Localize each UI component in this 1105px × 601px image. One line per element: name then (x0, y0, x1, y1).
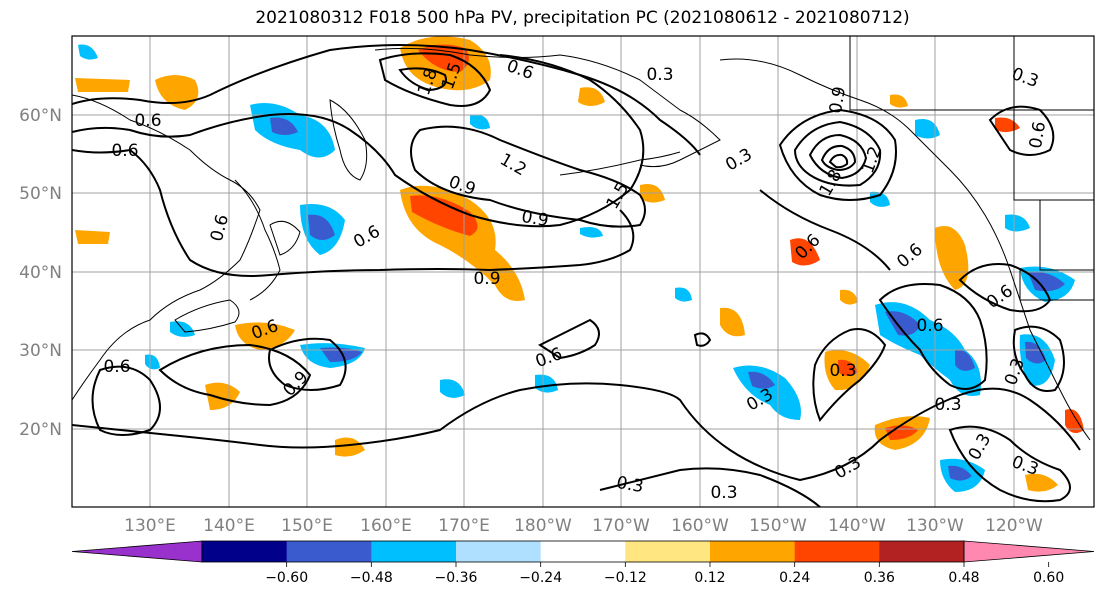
precip-positive-area (720, 307, 745, 337)
precip-positive-area (75, 230, 110, 244)
contour-label: 0.9 (520, 207, 550, 231)
precip-negative-area (1025, 341, 1046, 364)
precip-positive-area (410, 195, 478, 236)
colorbar-tick-label: −0.12 (604, 570, 647, 586)
precip-negative-area (1028, 271, 1065, 292)
lon-label: 120°W (985, 516, 1043, 536)
lon-label: 180°W (514, 516, 572, 536)
lat-label: 40°N (19, 263, 62, 283)
chart-title: 2021080312 F018 500 hPa PV, precipitatio… (255, 8, 910, 28)
colorbar-tick-label: −0.36 (435, 570, 478, 586)
contour-label: 0.6 (103, 357, 130, 377)
contour-label: 0.3 (615, 473, 645, 497)
contour-label: 0.9 (473, 269, 500, 289)
lon-label: 140°W (828, 516, 886, 536)
precip-positive-area (1025, 473, 1058, 492)
contour-label: 0.3 (646, 65, 673, 85)
colorbar-tick-label: 0.60 (1033, 570, 1064, 586)
colorbar-tick-label: −0.60 (265, 570, 308, 586)
precip-negative-area (308, 214, 335, 240)
colorbar-tick-label: 0.24 (779, 570, 810, 586)
contour-label: 0.3 (710, 483, 737, 503)
precip-positive-area (235, 322, 295, 350)
colorbar-tick-label: 0.48 (948, 570, 979, 586)
precip-positive-area (790, 238, 820, 266)
precip-negative-area (320, 347, 362, 362)
colorbar-swatch (540, 541, 626, 562)
lon-label: 130°W (906, 516, 964, 536)
colorbar-arrow-right (963, 540, 1095, 563)
precip-positive-area (1065, 409, 1084, 434)
precip-positive-area (935, 226, 969, 290)
contour-label: 0.9 (826, 85, 850, 115)
precip-negative-area (955, 349, 975, 371)
precip-negative-area (580, 227, 603, 238)
precip-negative-area (948, 465, 972, 481)
precip-positive-area (205, 382, 240, 410)
colorbar: −0.60 −0.48 −0.36 −0.24 −0.12 0.12 0.24 0.36 0.4… (71, 540, 1095, 586)
colorbar-swatch (286, 541, 372, 562)
colorbar-swatch (794, 541, 880, 562)
lon-label: 160°W (671, 516, 729, 536)
colorbar-arrow-left (71, 540, 203, 563)
precip-positive-area (335, 437, 365, 457)
lat-label: 60°N (19, 106, 62, 126)
lon-label: 150°W (749, 516, 807, 536)
graticule (72, 36, 1094, 507)
precip-negative-area (145, 354, 160, 370)
precip-negative-area (470, 114, 490, 130)
colorbar-swatch (456, 541, 542, 562)
lon-label: 170°W (592, 516, 650, 536)
precip-negative-area (733, 365, 801, 420)
coastlines (72, 36, 1094, 441)
colorbar-swatch (371, 541, 457, 562)
lon-label: 140°E (203, 516, 255, 536)
colorbar-swatch (202, 541, 288, 562)
map-border (71, 35, 1095, 508)
precip-negative-area (885, 311, 920, 336)
lon-label: 160°E (360, 516, 412, 536)
precip-positive-area (578, 87, 605, 106)
lat-label: 50°N (19, 184, 62, 204)
lon-label: 150°E (281, 516, 333, 536)
lat-label: 20°N (19, 420, 62, 440)
precip-negative-area (748, 371, 775, 389)
precip-positive-area (838, 359, 858, 376)
lon-label: 170°E (438, 516, 490, 536)
precip-negative-area (78, 44, 98, 60)
contour-label: 0.6 (134, 111, 161, 131)
precip-negative-area (1005, 214, 1030, 232)
contour-label: 0.6 (111, 141, 138, 161)
precip-negative-area (270, 117, 298, 135)
precip-negative-area (535, 374, 558, 393)
colorbar-outline (201, 540, 965, 563)
colorbar-tick-label: −0.24 (519, 570, 562, 586)
precip-positive-area (418, 44, 469, 72)
pv-contours (72, 44, 1081, 507)
precip-positive-area (840, 289, 858, 305)
colorbar-tick-label: 0.12 (694, 570, 725, 586)
contour-label: 0.6 (916, 316, 943, 336)
colorbar-tick-label: 0.36 (864, 570, 895, 586)
colorbar-swatch (710, 541, 796, 562)
contour-label: 0.6 (1026, 120, 1050, 150)
colorbar-swatch (879, 541, 965, 562)
precip-negative-area (915, 119, 940, 139)
contour-label: 0.3 (829, 361, 856, 381)
longitude-labels: 130°E 140°E 150°E 160°E 170°E 180°W 170°… (124, 516, 1043, 536)
precip-positive-area (890, 94, 908, 108)
latitude-labels: 60°N 50°N 40°N 30°N 20°N (19, 106, 62, 440)
precip-negative-area (675, 287, 692, 302)
precip-negative-area (440, 379, 465, 398)
colorbar-tick-label: −0.48 (350, 570, 393, 586)
lon-label: 130°E (124, 516, 176, 536)
colorbar-swatch (625, 541, 711, 562)
contour-label: 0.3 (934, 395, 961, 415)
lat-label: 30°N (19, 341, 62, 361)
precip-positive-area (75, 78, 130, 92)
